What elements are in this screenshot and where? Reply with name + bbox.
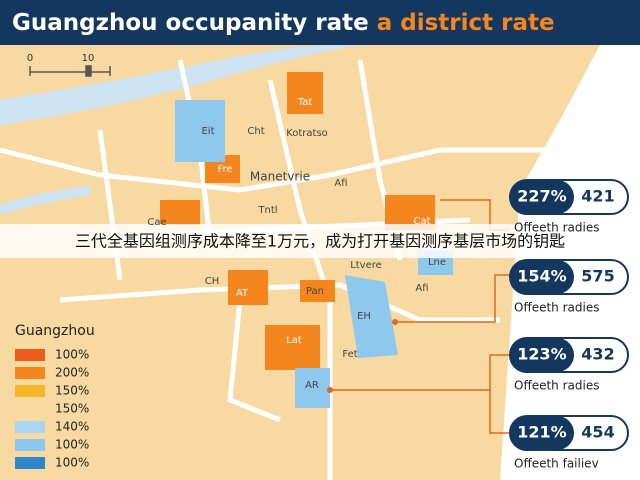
map-label: Lne: [428, 257, 446, 268]
legend-label: 100%: [55, 438, 89, 452]
callout-value: 575: [581, 267, 614, 286]
scale-start: 0: [27, 53, 33, 64]
legend-swatch: [15, 421, 45, 433]
callout-value: 421: [581, 187, 614, 206]
map-label: Afi: [415, 283, 428, 294]
map-label: Pan: [306, 286, 324, 297]
river: [0, 45, 360, 125]
map-label: CH: [205, 276, 220, 287]
map-label: AR: [305, 380, 319, 391]
caption-band: [0, 224, 640, 258]
callout-percent: 123%: [517, 345, 566, 364]
legend-swatch: [15, 403, 45, 415]
callout-label: Offeeth radies: [514, 221, 599, 235]
map-label: Lat: [286, 335, 302, 346]
title-accent: a district rate: [377, 10, 555, 36]
legend-swatch: [15, 349, 45, 361]
callout-badge: [510, 416, 574, 450]
scale-bar: [29, 65, 111, 77]
map-label: EH: [357, 311, 371, 322]
map-label: Manetvrie: [250, 170, 310, 184]
callout-badge: [510, 180, 574, 214]
callout-label: Offeeth radies: [514, 379, 599, 393]
callout-percent: 121%: [517, 423, 566, 442]
map-land: [0, 45, 600, 480]
map-label: Cht: [247, 126, 264, 137]
map-label: Fre: [217, 164, 232, 175]
legend-swatch: [15, 385, 45, 397]
map-label: Cae: [147, 217, 166, 228]
callout-percent: 154%: [517, 267, 566, 286]
legend-swatch: [15, 439, 45, 451]
callout-value: 432: [581, 345, 614, 364]
map-label: Afi: [334, 178, 347, 189]
scale-end: 10: [82, 53, 95, 64]
map-label: Cat: [413, 216, 430, 227]
caption: 三代全基因组测序成本降至1万元，成为打开基因测序基层市场的钥匙: [75, 232, 565, 251]
legend-title: Guangzhou: [15, 323, 95, 339]
map-label: Fet: [342, 349, 357, 360]
legend-swatch: [15, 367, 45, 379]
connector-dot: [392, 319, 398, 325]
legend-swatch: [15, 457, 45, 469]
legend-label: 100%: [55, 348, 89, 362]
legend-label: 200%: [55, 366, 89, 380]
title: Guangzhou occupanity rate a district rat…: [12, 10, 555, 36]
callout-badge: [510, 338, 574, 372]
callout-value: 454: [581, 423, 614, 442]
legend-label: 140%: [55, 420, 89, 434]
legend-label: 150%: [55, 384, 89, 398]
callout-percent: 227%: [517, 187, 566, 206]
callout-label: Offeeth failiev: [514, 457, 599, 471]
callout-badge: [510, 260, 574, 294]
map-label: AT: [236, 288, 249, 299]
map-label: Tat: [297, 97, 313, 108]
title-bar: [0, 0, 640, 45]
legend-label: 150%: [55, 402, 89, 416]
map-label: Ltvere: [350, 260, 382, 271]
river-branch: [0, 185, 91, 215]
connector-dot: [327, 387, 333, 393]
map-label: Kotratso: [286, 128, 328, 139]
title-main: Guangzhou occupanity rate: [12, 10, 369, 36]
legend-label: 100%: [55, 456, 89, 470]
map-label: Eit: [201, 126, 214, 137]
callout-label: Offeeth radies: [514, 301, 599, 315]
map-label: Tntl: [257, 205, 277, 216]
